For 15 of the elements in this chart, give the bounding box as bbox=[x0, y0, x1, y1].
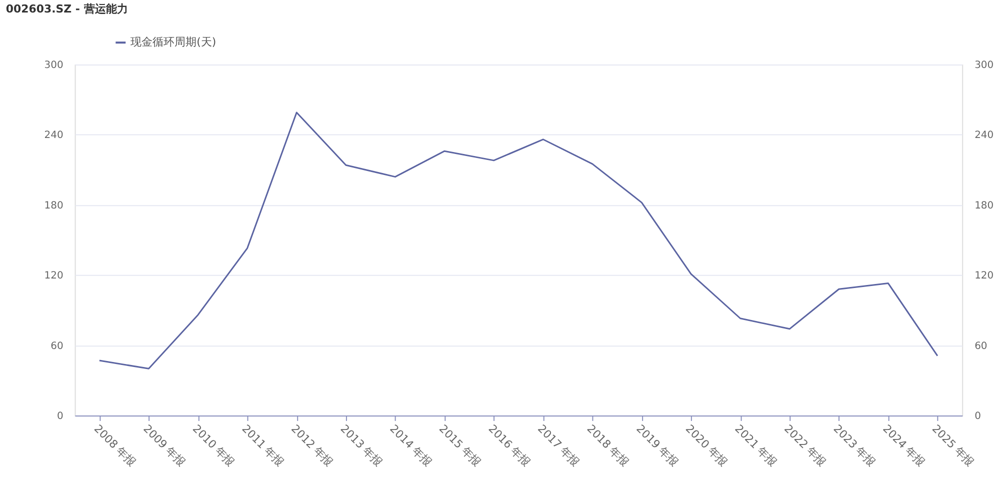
legend-label: 现金循环周期(天) bbox=[130, 36, 216, 49]
y-tick-label: 300 bbox=[44, 60, 64, 72]
y-tick-label: 240 bbox=[44, 130, 64, 142]
y-tick-label: 60 bbox=[50, 340, 64, 352]
y-tick-label: 120 bbox=[44, 270, 64, 282]
y2-tick-label: 0 bbox=[974, 410, 981, 422]
y2-tick-label: 300 bbox=[974, 60, 994, 72]
y-tick-label: 0 bbox=[56, 410, 64, 422]
y2-tick-label: 120 bbox=[974, 270, 994, 282]
y2-tick-label: 60 bbox=[974, 340, 988, 352]
y2-tick-label: 180 bbox=[974, 200, 994, 212]
y-tick-label: 180 bbox=[44, 200, 64, 212]
chart-title: 002603.SZ - 营运能力 bbox=[6, 2, 128, 16]
y2-tick-label: 240 bbox=[974, 130, 994, 142]
line-series bbox=[98, 112, 938, 370]
